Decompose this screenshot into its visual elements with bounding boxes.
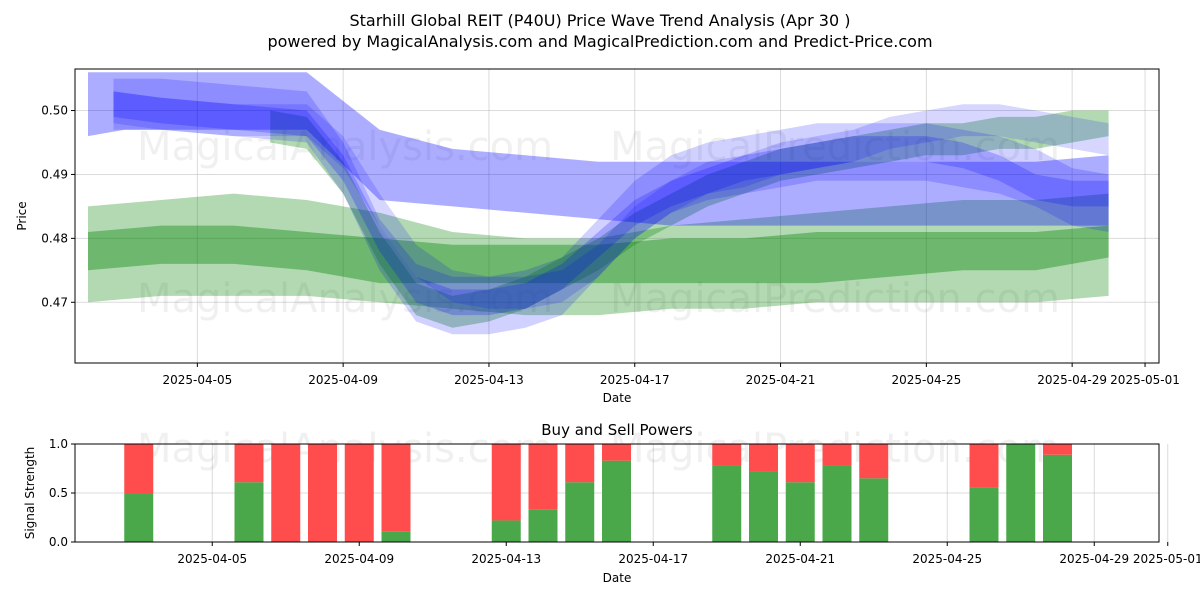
sell-bar <box>749 444 778 472</box>
sell-bar <box>785 444 815 483</box>
buy-bar <box>1043 454 1072 542</box>
sell-bar <box>712 444 742 466</box>
price-x-tick-label: 2025-05-01 <box>1110 373 1180 387</box>
price-grid <box>75 69 1159 363</box>
signal-x-tick-label: 2025-04-05 <box>177 552 247 566</box>
price-x-tick-label: 2025-04-05 <box>162 373 232 387</box>
sell-bar <box>969 444 999 488</box>
price-x-tick-label: 2025-04-17 <box>600 373 670 387</box>
watermark-analysis-mid: MagicalAnalysis.com <box>137 276 553 322</box>
sell-bar <box>528 444 558 510</box>
price-y-tick-label: 0.50 <box>41 104 68 118</box>
buy-bar <box>381 531 411 542</box>
signal-y-tick-label: 1.0 <box>49 437 68 451</box>
price-x-tick-label: 2025-04-09 <box>308 373 378 387</box>
buy-bar <box>859 478 889 542</box>
buy-bar <box>124 493 154 542</box>
green-wave-band <box>270 110 1109 328</box>
signal-title: Buy and Sell Powers <box>541 421 693 439</box>
wave-bands <box>88 72 1109 335</box>
signal-x-tick-label: 2025-04-17 <box>618 552 688 566</box>
green-wave-band <box>88 225 1109 284</box>
buy-bar <box>1006 444 1036 542</box>
sell-bar <box>234 444 264 483</box>
signal-x-tick-label: 2025-05-01 <box>1133 552 1200 566</box>
price-x-tick-label: 2025-04-25 <box>891 373 961 387</box>
signal-y-ticks: 0.0 0.5 1.0 <box>49 437 75 549</box>
price-x-ticks: 2025-04-05 2025-04-09 2025-04-13 2025-04-17… <box>162 363 1180 387</box>
signal-y-tick-label: 0.5 <box>49 486 68 500</box>
price-x-tick-label: 2025-04-29 <box>1037 373 1107 387</box>
buy-bar <box>822 465 852 542</box>
buy-bar <box>234 482 264 542</box>
chart-subtitle: powered by MagicalAnalysis.com and Magic… <box>267 32 932 51</box>
price-x-tick-label: 2025-04-21 <box>746 373 816 387</box>
sell-bar <box>565 444 595 483</box>
signal-x-tick-label: 2025-04-25 <box>912 552 982 566</box>
price-y-tick-label: 0.49 <box>41 167 68 181</box>
buy-bar <box>565 482 595 542</box>
sell-bar <box>381 444 411 532</box>
buy-bar <box>969 487 999 542</box>
blue-wave-band <box>113 91 1109 316</box>
sell-bar <box>822 444 852 466</box>
price-watermarks: MagicalAnalysis.com MagicalPrediction.co… <box>137 124 1060 322</box>
price-x-tick-label: 2025-04-13 <box>454 373 524 387</box>
signal-panel: Buy and Sell Powers MagicalAnalysis.com … <box>23 421 1200 585</box>
green-wave-band <box>88 193 1109 316</box>
blue-wave-band <box>113 78 1109 335</box>
blue-wave-band <box>88 72 1109 226</box>
sell-bar <box>491 444 521 521</box>
price-y-tick-label: 0.48 <box>41 231 68 245</box>
sell-bar <box>308 444 337 542</box>
blue-wave-band <box>113 91 1109 309</box>
price-y-ticks: 0.47 0.48 0.49 0.50 <box>41 104 75 309</box>
buy-bar <box>491 520 521 542</box>
chart-title: Starhill Global REIT (P40U) Price Wave T… <box>349 11 850 30</box>
signal-x-label: Date <box>603 571 632 585</box>
buy-bar <box>749 471 778 542</box>
sell-bar <box>271 444 301 542</box>
buy-bar <box>528 509 558 542</box>
signal-x-tick-label: 2025-04-09 <box>324 552 394 566</box>
price-y-label: Price <box>15 201 29 230</box>
price-x-label: Date <box>603 391 632 405</box>
buy-bar <box>602 460 631 542</box>
buy-bar <box>785 482 815 542</box>
signal-bars <box>124 444 1072 542</box>
watermark-prediction-top: MagicalPrediction.com <box>610 124 1060 170</box>
buy-bar <box>712 465 742 542</box>
signal-x-tick-label: 2025-04-13 <box>471 552 541 566</box>
price-plot-frame <box>74 68 1160 364</box>
signal-y-tick-label: 0.0 <box>49 535 68 549</box>
watermark-prediction-mid: MagicalPrediction.com <box>610 276 1060 322</box>
sell-bar <box>124 444 154 494</box>
sell-bar <box>1043 444 1072 455</box>
sell-bar <box>344 444 374 542</box>
signal-x-tick-label: 2025-04-21 <box>765 552 835 566</box>
signal-x-ticks: 2025-04-05 2025-04-09 2025-04-13 2025-04-17… <box>177 542 1200 566</box>
watermark-analysis-top: MagicalAnalysis.com <box>137 124 553 170</box>
sell-bar <box>602 444 631 461</box>
sell-bar <box>859 444 889 479</box>
price-panel: MagicalAnalysis.com MagicalPrediction.co… <box>15 68 1180 405</box>
signal-x-tick-label: 2025-04-29 <box>1059 552 1129 566</box>
signal-y-label: Signal Strength <box>23 447 37 540</box>
price-y-tick-label: 0.47 <box>41 295 68 309</box>
